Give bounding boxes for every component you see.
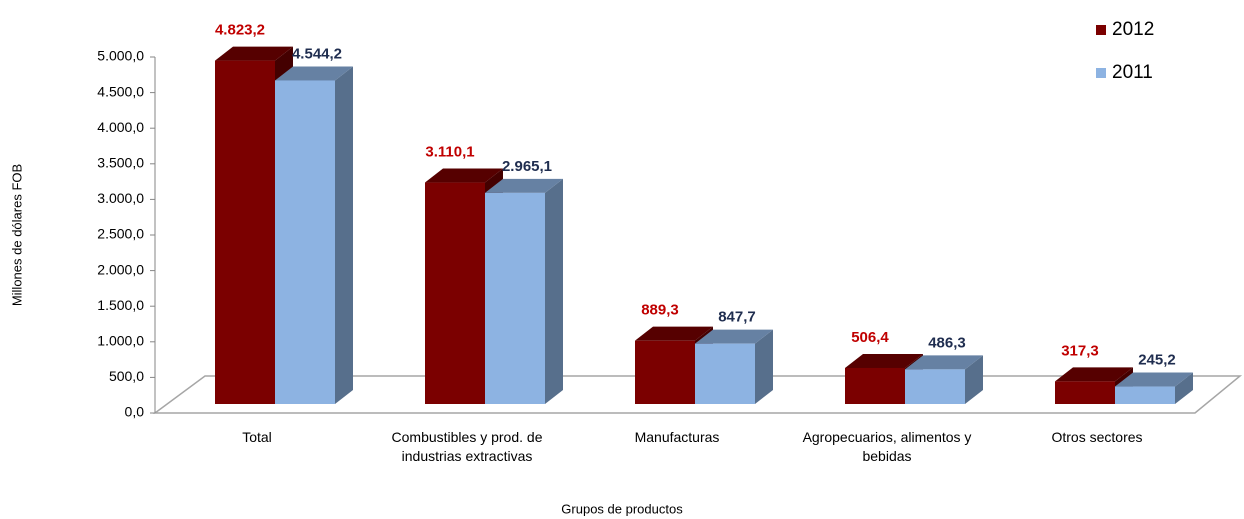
value-label: 486,3 xyxy=(928,334,966,351)
bar-top xyxy=(695,329,773,344)
x-tick-label: Agropecuarios, alimentos y bebidas xyxy=(802,429,972,464)
bar-side xyxy=(545,178,563,404)
bar-front xyxy=(695,343,755,404)
legend-label: 2011 xyxy=(1112,62,1153,83)
value-label: 245,2 xyxy=(1138,352,1176,369)
bar-side xyxy=(965,355,983,404)
x-axis-title: Grupos de productos xyxy=(561,501,683,516)
y-tick-label: 1.500,0 xyxy=(97,297,144,313)
y-tick-label: 3.000,0 xyxy=(97,190,144,206)
bar-front xyxy=(275,80,335,405)
legend-swatch xyxy=(1096,25,1106,35)
bar-front xyxy=(905,369,965,404)
bar-top xyxy=(275,66,353,81)
bar-top xyxy=(1055,367,1133,382)
value-label: 847,7 xyxy=(718,309,756,326)
x-tick-label: Combustibles y prod. de industrias extra… xyxy=(391,429,543,464)
y-tick-label: 4.000,0 xyxy=(97,119,144,135)
y-axis-title: Millones de dólares FOB xyxy=(9,164,24,306)
value-label: 4.823,2 xyxy=(215,22,265,39)
bar-top xyxy=(215,46,293,61)
bar-front xyxy=(635,340,695,404)
y-tick-label: 2.000,0 xyxy=(97,261,144,277)
legend-label: 2012 xyxy=(1112,19,1154,40)
y-tick-label: 2.500,0 xyxy=(97,226,144,242)
bar-side xyxy=(755,329,773,404)
bar-top xyxy=(635,326,713,341)
y-tick-label: 500,0 xyxy=(109,368,144,384)
bar-front xyxy=(485,192,545,404)
bar-front xyxy=(425,182,485,404)
bar xyxy=(485,178,563,404)
value-label: 317,3 xyxy=(1061,342,1099,359)
bar-front xyxy=(1115,386,1175,404)
bar xyxy=(275,66,353,405)
bar-side xyxy=(335,66,353,405)
bar xyxy=(905,355,983,404)
bar-top xyxy=(425,168,503,183)
x-tick-label: Manufacturas xyxy=(634,429,720,445)
bar-top xyxy=(845,353,923,368)
value-label: 2.965,1 xyxy=(502,158,552,175)
bar xyxy=(1115,372,1193,404)
value-label: 4.544,2 xyxy=(292,45,342,62)
bar-top xyxy=(485,178,563,193)
bar-front xyxy=(215,60,275,404)
bar-front xyxy=(1055,381,1115,404)
bar-top xyxy=(1115,372,1193,387)
value-label: 889,3 xyxy=(641,302,679,319)
y-tick-label: 1.000,0 xyxy=(97,333,144,349)
floor xyxy=(152,375,1243,414)
value-label: 3.110,1 xyxy=(425,144,474,161)
x-tick-label: Total xyxy=(242,429,272,445)
y-tick-label: 3.500,0 xyxy=(97,155,144,171)
bar-top xyxy=(905,355,983,370)
bar xyxy=(695,329,773,404)
y-tick-label: 4.500,0 xyxy=(97,83,144,99)
bar-side xyxy=(1175,372,1193,404)
y-tick-label: 5.000,0 xyxy=(97,48,144,64)
legend-swatch xyxy=(1096,68,1106,78)
y-tick-label: 0,0 xyxy=(125,404,145,420)
bar-front xyxy=(845,367,905,404)
x-tick-label: Otros sectores xyxy=(1051,429,1143,445)
value-label: 506,4 xyxy=(851,329,889,346)
